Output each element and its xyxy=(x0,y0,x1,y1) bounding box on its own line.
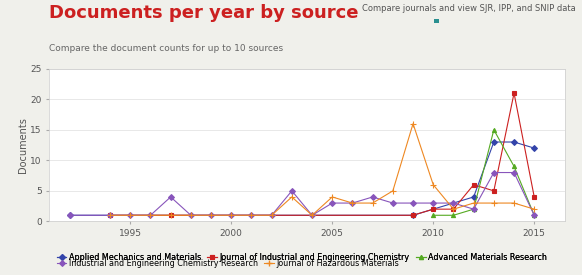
Text: Compare journals and view SJR, IPP, and SNIP data: Compare journals and view SJR, IPP, and … xyxy=(363,4,576,13)
Text: Documents per year by source: Documents per year by source xyxy=(49,4,359,22)
Legend: Applied Mechanics and Materials, Journal of Industrial and Engineering Chemistry: Applied Mechanics and Materials, Journal… xyxy=(54,250,551,265)
Legend: Industrial and Engineering Chemistry Research, Journal of Hazardous Materials: Industrial and Engineering Chemistry Res… xyxy=(54,255,402,271)
Text: Compare the document counts for up to 10 sources: Compare the document counts for up to 10… xyxy=(49,44,283,53)
Y-axis label: Documents: Documents xyxy=(17,117,27,173)
